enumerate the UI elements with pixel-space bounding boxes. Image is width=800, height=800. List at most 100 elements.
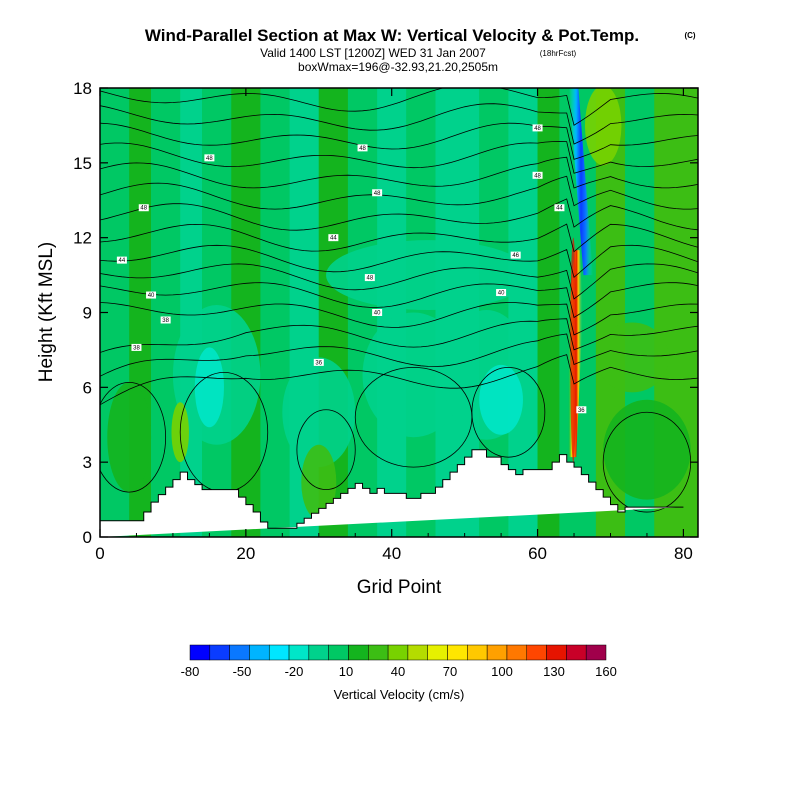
colorbar-label: Vertical Velocity (cm/s): [334, 687, 465, 702]
x-tick-label: 60: [528, 544, 547, 563]
theta-contour: [100, 263, 698, 300]
contour-label-text: 46: [512, 253, 519, 259]
colorbar: -80 -50 -20 10 40 70 100 130 160: [181, 644, 617, 679]
colorbar-swatch: [288, 644, 310, 661]
theta-contour: [100, 156, 698, 189]
colorbar-swatch: [467, 644, 488, 661]
contour-label-box: [364, 274, 375, 282]
field-blob: [603, 399, 691, 500]
colorbar-swatch: [546, 644, 567, 661]
theta-contours: [100, 88, 698, 513]
contour-label-text: 38: [162, 318, 169, 324]
y-axis-label: Height (Kft MSL): [36, 242, 57, 382]
contour-label: 38: [131, 343, 142, 351]
terrain: [100, 449, 684, 537]
contour-label-text: 48: [366, 276, 373, 282]
colorbar-swatch: [486, 644, 508, 661]
contour-label-text: 48: [534, 173, 541, 179]
x-tick-label: 20: [236, 544, 255, 563]
colorbar-swatch: [427, 644, 448, 661]
contour-label-text: 48: [140, 206, 147, 212]
colorbar-tick-label: 100: [491, 664, 513, 679]
colorbar-tick-label: -20: [285, 664, 304, 679]
contour-label: 38: [160, 316, 171, 324]
updraft-max: [570, 237, 577, 463]
contour-label: 44: [328, 234, 339, 242]
x-tick-label: 0: [95, 544, 104, 563]
contour-label: 36: [576, 406, 587, 414]
contour-label: 48: [357, 144, 368, 152]
contour-label: 40: [146, 291, 157, 299]
colorbar-swatch: [506, 644, 528, 661]
theta-contour: [100, 175, 698, 210]
theta-contour: [100, 103, 698, 145]
contour-label-box: [532, 171, 543, 179]
theta-contour: [100, 333, 698, 377]
y-tick-label: 9: [83, 304, 92, 323]
contour-label: 40: [372, 309, 383, 317]
contour-label: 44: [116, 256, 127, 264]
contour-label-text: 44: [556, 206, 563, 212]
colorbar-tick-label: 10: [339, 664, 353, 679]
x-axis-ticks: 0 20 40 60 80: [95, 88, 693, 563]
theta-contour: [100, 244, 698, 279]
chart-subtitle-tag: (18hrFcst): [540, 49, 577, 58]
theta-contour: [100, 354, 698, 406]
field-blob: [282, 357, 356, 468]
colorbar-swatch: [368, 644, 389, 661]
contour-label-box: [357, 144, 368, 152]
contour-label-box: [146, 291, 157, 299]
y-tick-label: 3: [83, 453, 92, 472]
y-tick-label: 0: [83, 528, 92, 547]
colorbar-tick-label: 70: [443, 664, 457, 679]
y-tick-label: 18: [73, 79, 92, 98]
colorbar-tick-label: 40: [391, 664, 405, 679]
theta-contour: [100, 198, 698, 231]
contour-label: 48: [204, 154, 215, 162]
theta-contour: [100, 282, 698, 319]
contour-label-box: [576, 406, 587, 414]
contour-label-box: [313, 358, 324, 366]
contour-label-text: 48: [374, 191, 381, 197]
field-blob: [301, 444, 337, 520]
colorbar-swatch: [348, 644, 369, 661]
theta-contour: [100, 302, 698, 336]
colorbar-swatch: [526, 644, 547, 661]
contour-label-box: [496, 289, 507, 297]
contour-label: 48: [372, 189, 383, 197]
colorbar-swatch: [447, 644, 468, 661]
contour-label-text: 40: [374, 311, 381, 317]
colorbar-swatch: [585, 644, 607, 661]
colorbar-swatch: [229, 644, 250, 661]
colorbar-swatch: [209, 644, 230, 661]
colorbar-tick-label: 130: [543, 664, 565, 679]
contour-label-text: 44: [330, 236, 337, 242]
x-tick-label: 40: [382, 544, 401, 563]
field-blob: [479, 364, 523, 435]
theta-contour: [100, 318, 698, 353]
contour-label-text: 44: [119, 258, 126, 264]
colorbar-swatch: [268, 644, 290, 661]
contour-label-box: [532, 124, 543, 132]
contour-label-text: 36: [578, 408, 585, 414]
contour-label: 46: [510, 251, 521, 259]
theta-contour: [100, 141, 698, 174]
contour-label: 48: [532, 171, 543, 179]
field-band: [406, 88, 436, 537]
field-band: [260, 88, 290, 537]
field-blob: [194, 347, 224, 428]
colorbar-swatch: [328, 644, 349, 661]
field-band: [508, 88, 538, 537]
colorbar-swatch: [387, 644, 409, 661]
x-axis-label: Grid Point: [357, 577, 442, 598]
x-tick-label: 80: [674, 544, 693, 563]
contour-label-box: [160, 316, 171, 324]
colorbar-swatch: [308, 644, 329, 661]
field-blob: [362, 312, 465, 438]
theta-contour: [100, 381, 167, 493]
field-band: [151, 88, 181, 537]
chart-subtitle-2: boxWmax=196@-32.93,21.20,2505m: [298, 60, 498, 74]
colorbar-swatch: [566, 644, 587, 661]
